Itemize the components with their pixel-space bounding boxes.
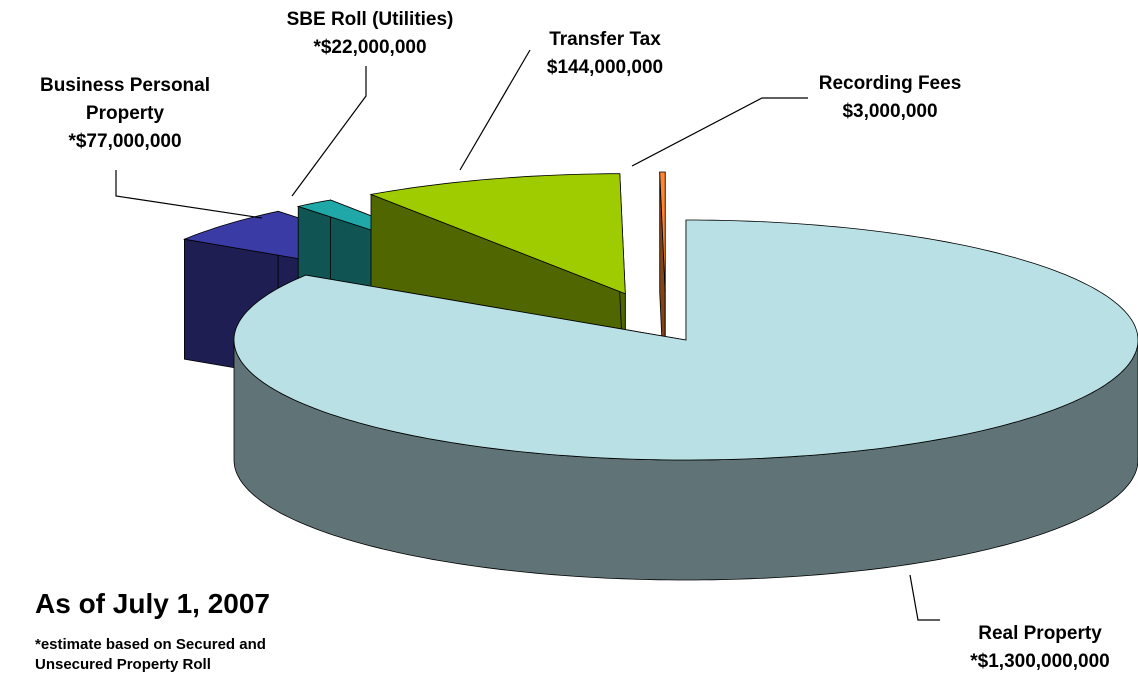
- slice: [369, 173, 626, 295]
- value-label: *$1,300,000,000: [970, 651, 1110, 672]
- category-label: Transfer Tax: [549, 29, 661, 50]
- slice-label: Real Property *$1,300,000,000: [940, 620, 1138, 676]
- pie: [182, 171, 1138, 581]
- slice-label: Recording Fees $3,000,000: [790, 70, 990, 126]
- slice: [233, 219, 1138, 461]
- category-label: Recording Fees: [818, 73, 962, 94]
- leader-line: [291, 66, 367, 197]
- leader-line: [909, 574, 940, 621]
- leader-line: [459, 49, 531, 171]
- leader-lines: [115, 49, 940, 621]
- category-label: SBE Roll (Utilities): [286, 9, 454, 30]
- annotation: As of July 1, 2007: [35, 588, 271, 619]
- slice-label: Business Personal Property *$77,000,000: [10, 72, 240, 156]
- value-label: $3,000,000: [842, 101, 938, 122]
- category-label: Real Property: [978, 623, 1102, 644]
- category-label: Business Personal Property: [39, 75, 211, 124]
- slice-label: Transfer Tax $144,000,000: [500, 26, 710, 82]
- leader-line: [115, 170, 263, 219]
- leader-line: [631, 97, 808, 167]
- value-label: *$22,000,000: [313, 37, 427, 58]
- footnote: *estimate based on Secured and Unsecured…: [35, 636, 266, 673]
- slice-label: SBE Roll (Utilities) *$22,000,000: [250, 6, 490, 62]
- slice: [659, 171, 666, 293]
- value-label: $144,000,000: [546, 57, 664, 78]
- value-label: *$77,000,000: [68, 131, 182, 152]
